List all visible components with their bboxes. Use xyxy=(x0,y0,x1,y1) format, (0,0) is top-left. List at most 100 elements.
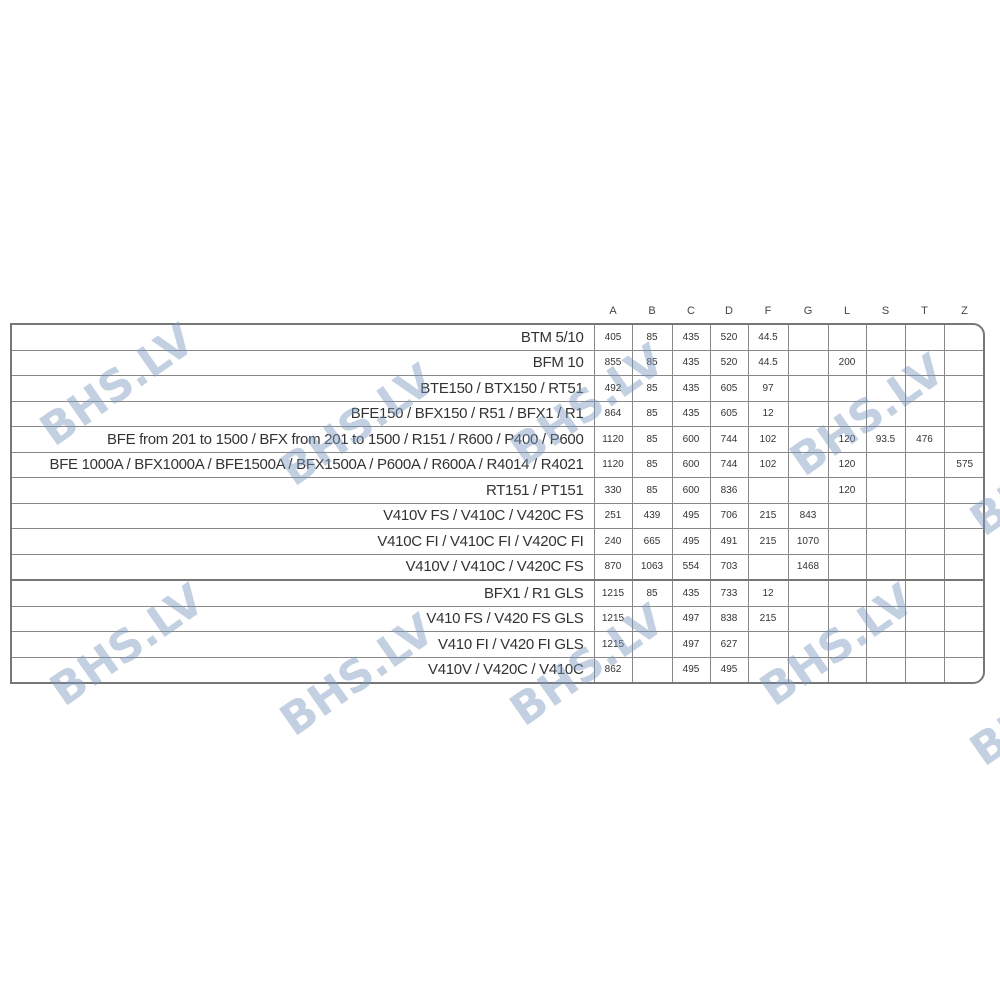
dimension-cell xyxy=(787,400,829,427)
dimension-cell: 1063 xyxy=(631,553,673,581)
dimension-cell xyxy=(904,400,945,427)
dimension-cell xyxy=(827,400,867,427)
dimension-cell xyxy=(865,349,906,376)
dimension-cell xyxy=(827,325,867,351)
table-row: V410V / V410C / V420C FS 870 1063 554 703 146… xyxy=(12,553,983,581)
dimension-cell xyxy=(787,605,829,632)
dimension-cell: 85 xyxy=(631,400,673,427)
dimension-cell: 733 xyxy=(709,579,749,607)
table-row: V410V FS / V410C / V420C FS 251 439 495 706 2… xyxy=(12,502,983,529)
dimension-cell: 85 xyxy=(631,477,673,504)
dimension-cell: 605 xyxy=(709,375,749,402)
table-row: BFM 10 855 85 435 520 44.5 200 xyxy=(12,349,983,376)
dimension-cell: 44.5 xyxy=(747,325,789,351)
dimension-cell xyxy=(904,375,945,402)
dimension-cell: 838 xyxy=(709,605,749,632)
column-header: C xyxy=(687,305,695,317)
table-row: BFX1 / R1 GLS 1215 85 435 733 12 xyxy=(12,579,983,607)
column-header: A xyxy=(609,305,617,317)
dimension-cell: 665 xyxy=(631,528,673,555)
dimension-cell: 120 xyxy=(827,477,867,504)
model-label: BFE150 / BFX150 / R51 / BFX1 / R1 xyxy=(12,400,595,427)
dimension-cell xyxy=(865,631,906,658)
dimension-cell: 495 xyxy=(671,528,711,555)
dimension-cell xyxy=(827,375,867,402)
dimension-cell: 703 xyxy=(709,553,749,581)
dimension-cell: 1215 xyxy=(593,631,633,658)
model-label: V410 FS / V420 FS GLS xyxy=(12,605,595,632)
dimension-cell: 706 xyxy=(709,502,749,529)
dimension-cell xyxy=(787,325,829,351)
table-row: V410 FS / V420 FS GLS 1215 497 838 215 xyxy=(12,605,983,632)
table-row: V410 FI / V420 FI GLS 1215 497 627 xyxy=(12,631,983,658)
dimension-cell: 492 xyxy=(593,375,633,402)
dimension-cell: 1120 xyxy=(593,426,633,453)
column-header: S xyxy=(881,305,890,317)
dimension-cell: 605 xyxy=(709,400,749,427)
dimension-cell: 864 xyxy=(593,400,633,427)
table-row: V410V / V420C / V410C 862 495 495 xyxy=(12,656,983,682)
dimension-cell: 120 xyxy=(827,451,867,478)
table-row: RT151 / PT151 330 85 600 836 120 xyxy=(12,477,983,504)
dimension-cell xyxy=(747,553,789,581)
column-header: G xyxy=(803,305,813,317)
dimension-cell: 215 xyxy=(747,502,789,529)
dimension-cell: 240 xyxy=(593,528,633,555)
dimension-cell xyxy=(827,502,867,529)
dimension-cell: 491 xyxy=(709,528,749,555)
column-header: B xyxy=(648,305,656,317)
dimension-cell xyxy=(943,631,983,658)
dimension-cell xyxy=(904,451,945,478)
model-label: V410C FI / V410C FI / V420C FI xyxy=(12,528,595,555)
dimension-cell: 85 xyxy=(631,349,673,376)
dimension-cell: 843 xyxy=(787,502,829,529)
model-label: BFM 10 xyxy=(12,349,595,376)
dimension-cell: 102 xyxy=(747,451,789,478)
dimension-cell: 405 xyxy=(593,325,633,351)
dimension-cell: 85 xyxy=(631,426,673,453)
dimension-cell xyxy=(827,605,867,632)
dimension-cell xyxy=(631,605,673,632)
dimension-cell: 1120 xyxy=(593,451,633,478)
dimension-cell xyxy=(943,579,983,607)
dimension-cell xyxy=(943,400,983,427)
dimension-cell xyxy=(865,579,906,607)
table-row: BFE 1000A / BFX1000A / BFE1500A / BFX150… xyxy=(12,451,983,478)
dimension-cell: 870 xyxy=(593,553,633,581)
dimension-cell xyxy=(865,477,906,504)
column-header: Z xyxy=(961,305,968,317)
table-row: V410C FI / V410C FI / V420C FI 240 665 495 4… xyxy=(12,528,983,555)
dimension-cell: 1215 xyxy=(593,579,633,607)
dimension-cell xyxy=(747,631,789,658)
column-header: F xyxy=(764,305,772,317)
dimension-cell: 855 xyxy=(593,349,633,376)
dimension-cell xyxy=(787,375,829,402)
dimension-cell xyxy=(787,631,829,658)
table-row: BFE150 / BFX150 / R51 / BFX1 / R1 864 85 43… xyxy=(12,400,983,427)
dimension-cell xyxy=(904,631,945,658)
dimension-cell: 575 xyxy=(943,451,983,478)
dimension-cell: 215 xyxy=(747,605,789,632)
table-row: BTE150 / BTX150 / RT51 492 85 435 605 97 xyxy=(12,375,983,402)
dimension-cell xyxy=(865,502,906,529)
dimension-cell xyxy=(827,579,867,607)
dimension-cell xyxy=(787,579,829,607)
dimension-cell: 495 xyxy=(671,502,711,529)
model-label: BFE from 201 to 1500 / BFX from 201 to 1… xyxy=(12,426,595,453)
dimension-cell: 12 xyxy=(747,579,789,607)
dimension-cell: 600 xyxy=(671,451,711,478)
dimension-cell: 435 xyxy=(671,579,711,607)
dimension-cell xyxy=(943,502,983,529)
dimension-cell xyxy=(747,656,789,682)
dimension-cell: 497 xyxy=(671,605,711,632)
model-label: RT151 / PT151 xyxy=(12,477,595,504)
dimension-cell xyxy=(904,605,945,632)
dimension-cell xyxy=(943,349,983,376)
dimension-cell: 97 xyxy=(747,375,789,402)
dimension-cell: 85 xyxy=(631,451,673,478)
dimension-cell: 435 xyxy=(671,325,711,351)
dimension-cell: 330 xyxy=(593,477,633,504)
dimension-cell: 85 xyxy=(631,375,673,402)
dimension-cell: 1215 xyxy=(593,605,633,632)
